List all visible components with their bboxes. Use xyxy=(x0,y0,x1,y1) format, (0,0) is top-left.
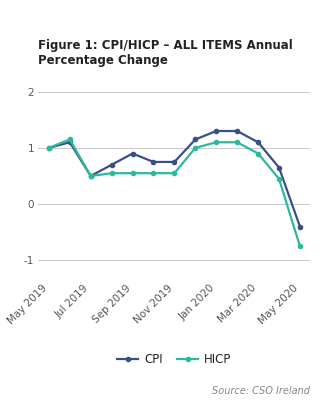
CPI xyxy=(298,224,302,229)
HICP xyxy=(256,151,260,156)
HICP xyxy=(131,171,134,176)
Legend: CPI, HICP: CPI, HICP xyxy=(112,348,236,371)
HICP xyxy=(298,244,302,249)
Line: CPI: CPI xyxy=(47,129,302,229)
Text: Source: CSO Ireland: Source: CSO Ireland xyxy=(212,386,310,396)
CPI xyxy=(277,165,281,170)
HICP xyxy=(193,146,197,150)
HICP xyxy=(110,171,114,176)
CPI xyxy=(235,129,239,134)
CPI xyxy=(89,174,92,178)
Line: HICP: HICP xyxy=(47,137,302,248)
CPI xyxy=(47,146,51,150)
HICP xyxy=(89,174,92,178)
HICP xyxy=(47,146,51,150)
CPI xyxy=(193,137,197,142)
HICP xyxy=(235,140,239,145)
CPI xyxy=(110,162,114,167)
HICP xyxy=(68,137,72,142)
HICP xyxy=(277,176,281,181)
Text: Figure 1: CPI/HICP – ALL ITEMS Annual
Percentage Change: Figure 1: CPI/HICP – ALL ITEMS Annual Pe… xyxy=(38,39,293,67)
CPI xyxy=(68,140,72,145)
HICP xyxy=(172,171,176,176)
CPI xyxy=(131,151,134,156)
HICP xyxy=(214,140,218,145)
CPI xyxy=(256,140,260,145)
CPI xyxy=(214,129,218,134)
CPI xyxy=(152,160,156,164)
CPI xyxy=(172,160,176,164)
HICP xyxy=(152,171,156,176)
